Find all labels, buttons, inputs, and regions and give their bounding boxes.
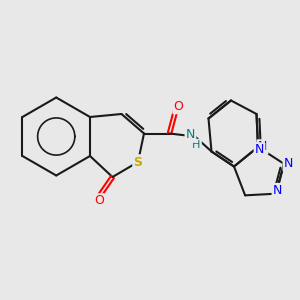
- Text: N: N: [273, 184, 282, 197]
- Text: H: H: [192, 140, 201, 150]
- Text: N: N: [284, 157, 293, 170]
- Text: N: N: [255, 143, 264, 157]
- Text: S: S: [134, 155, 142, 169]
- Text: N: N: [258, 140, 267, 154]
- Text: O: O: [174, 100, 183, 113]
- Text: N: N: [186, 128, 195, 142]
- Text: O: O: [94, 194, 104, 208]
